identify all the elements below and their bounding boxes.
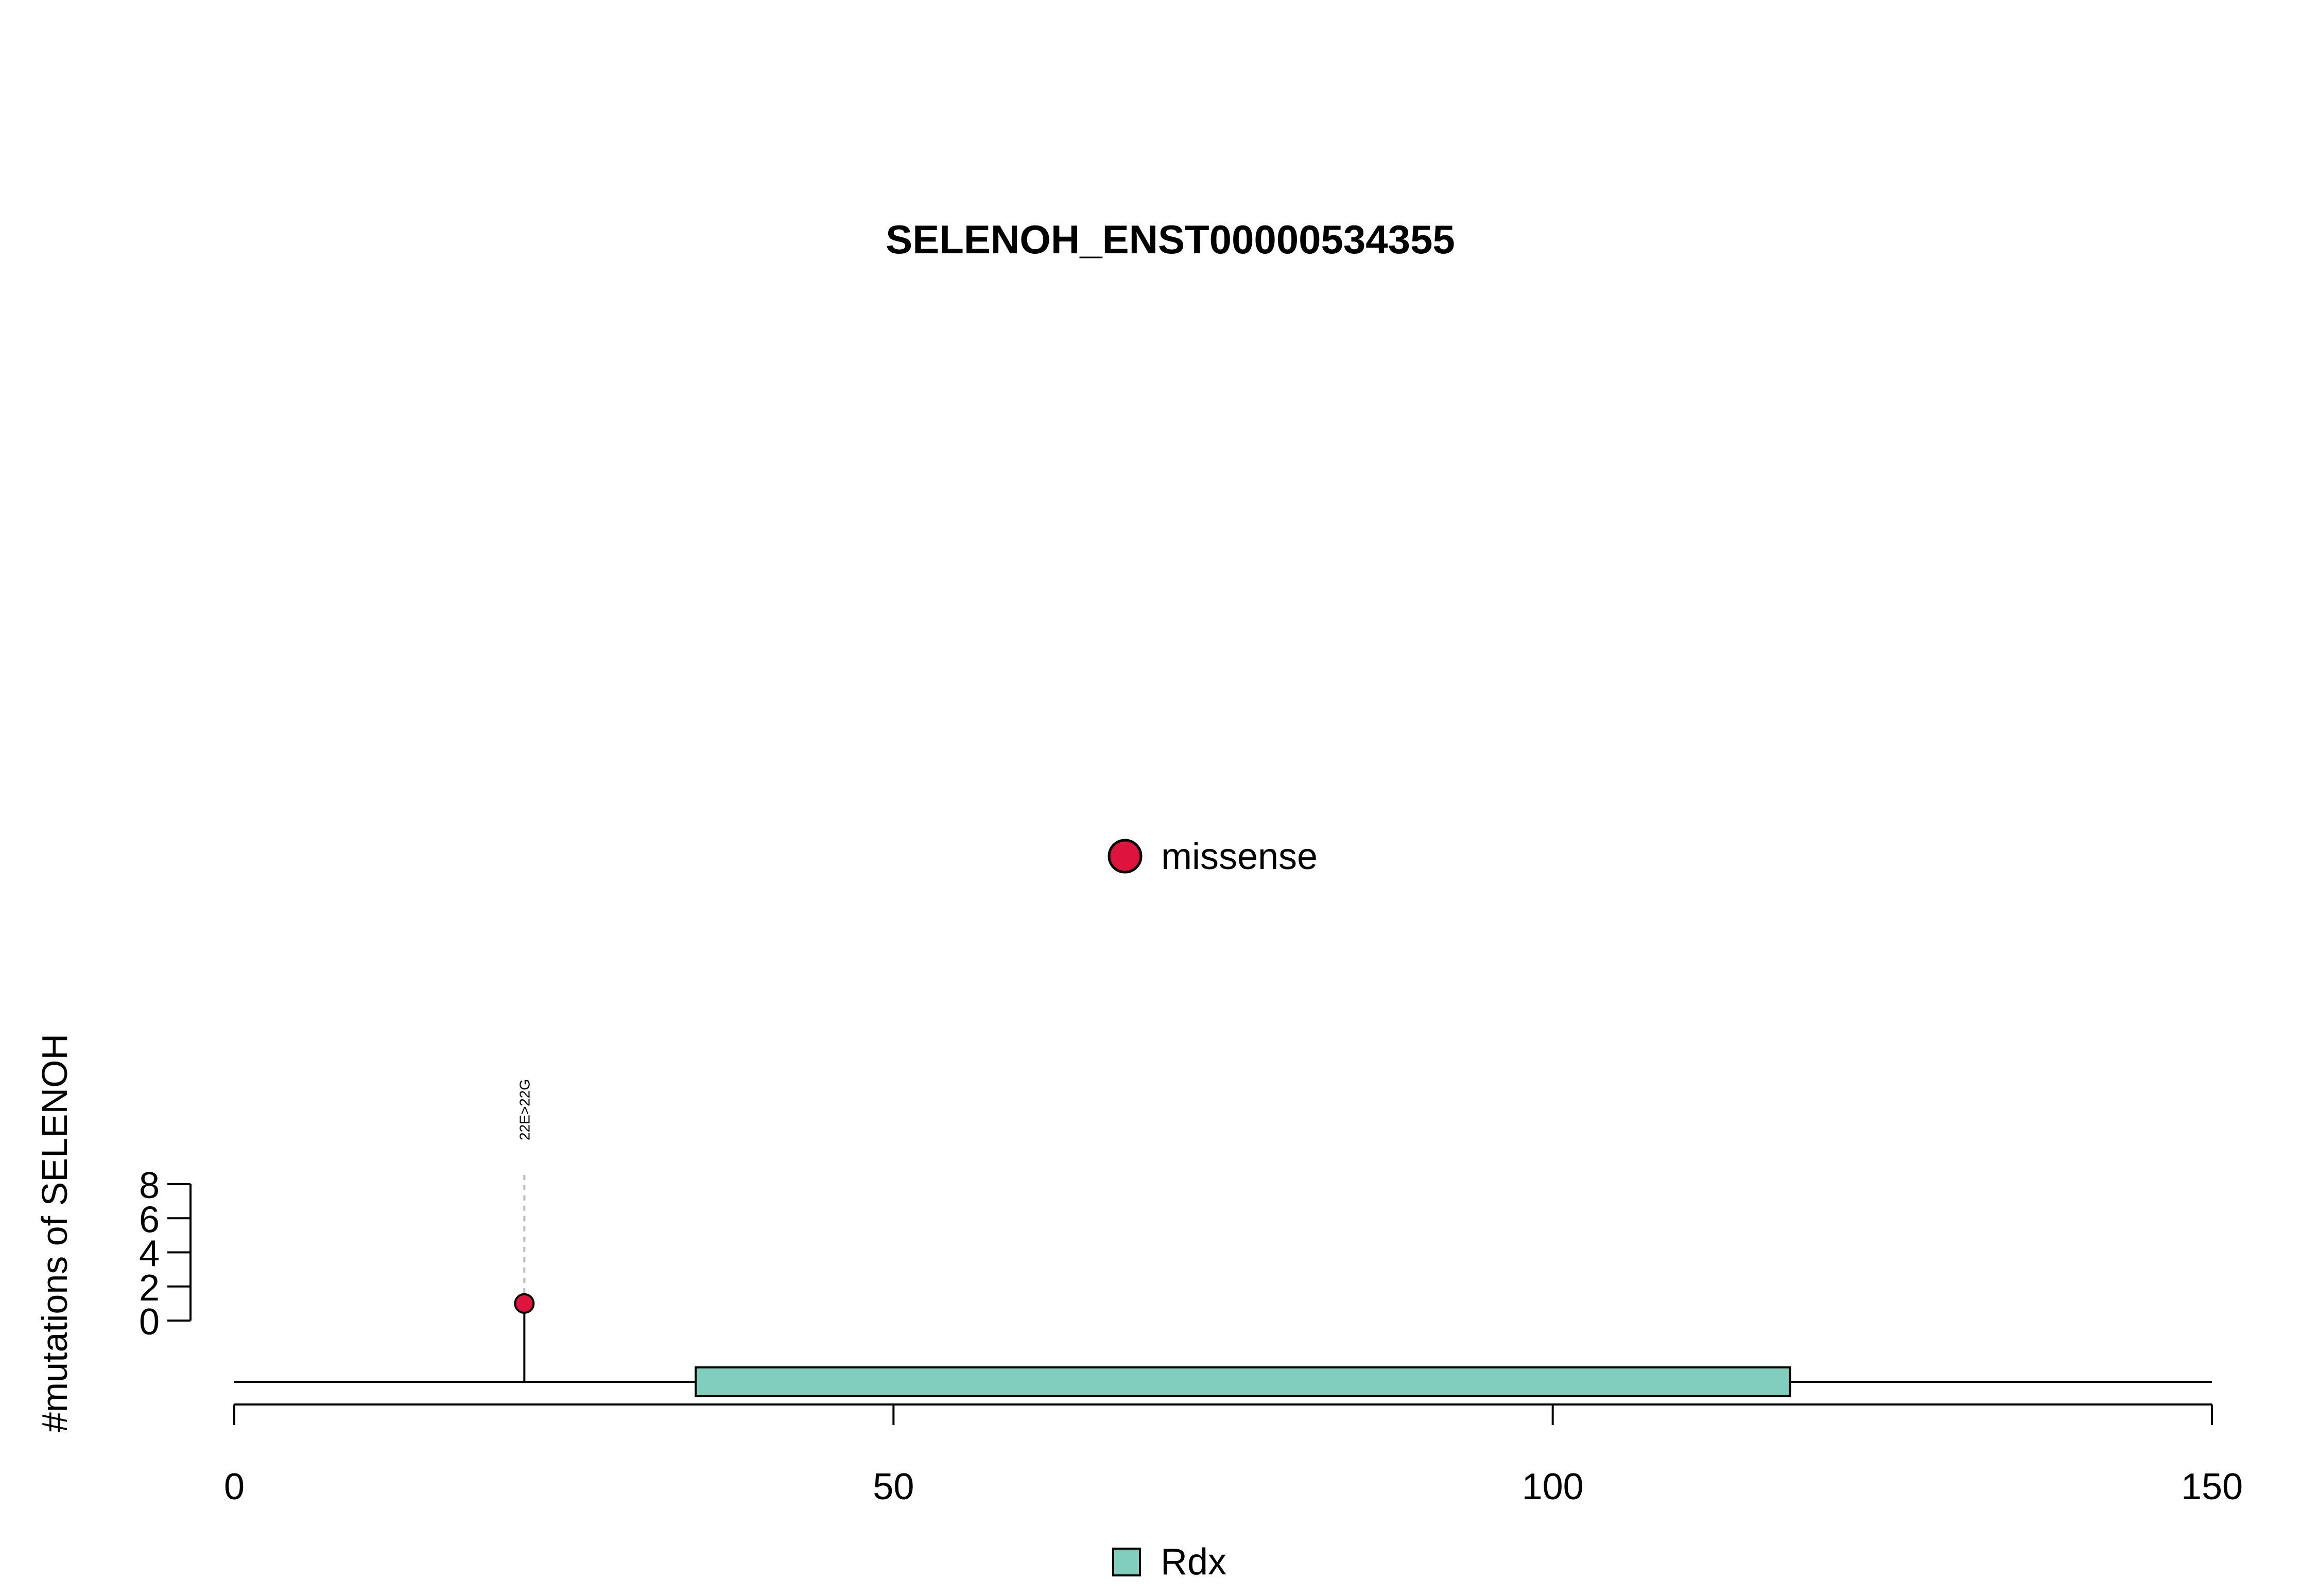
domain-legend: Rdx: [1112, 1541, 1226, 1583]
x-tick-label: 150: [2181, 1466, 2243, 1507]
y-tick-label: 2: [139, 1268, 160, 1309]
x-tick-label: 50: [873, 1466, 914, 1507]
legend-marker-missense: [1108, 839, 1143, 874]
domain-layer: [695, 1366, 1791, 1397]
y-tick-label: 8: [139, 1165, 160, 1206]
x-tick-label: 100: [1522, 1466, 1584, 1507]
mutation-type-legend: missense: [1108, 836, 1318, 877]
chart-title: SELENOH_ENST00000534355: [886, 217, 1455, 262]
mutation-layer: 22E>22G: [514, 1079, 535, 1382]
mutation-head: [514, 1293, 535, 1314]
legend-swatch-Rdx: [1112, 1548, 1141, 1576]
x-tick-label: 0: [224, 1466, 245, 1507]
domain-Rdx: [695, 1366, 1791, 1397]
mutation-label: 22E>22G: [516, 1079, 532, 1140]
legend-label-Rdx: Rdx: [1161, 1541, 1226, 1583]
y-tick-label: 6: [139, 1199, 160, 1240]
y-tick-label: 4: [139, 1234, 160, 1275]
x-axis: 0 50 100 150: [224, 1403, 2243, 1507]
y-tick-label: 0: [139, 1302, 160, 1343]
legend-label-missense: missense: [1161, 836, 1318, 877]
y-axis-label: #mutations of SELENOH: [34, 1034, 75, 1432]
